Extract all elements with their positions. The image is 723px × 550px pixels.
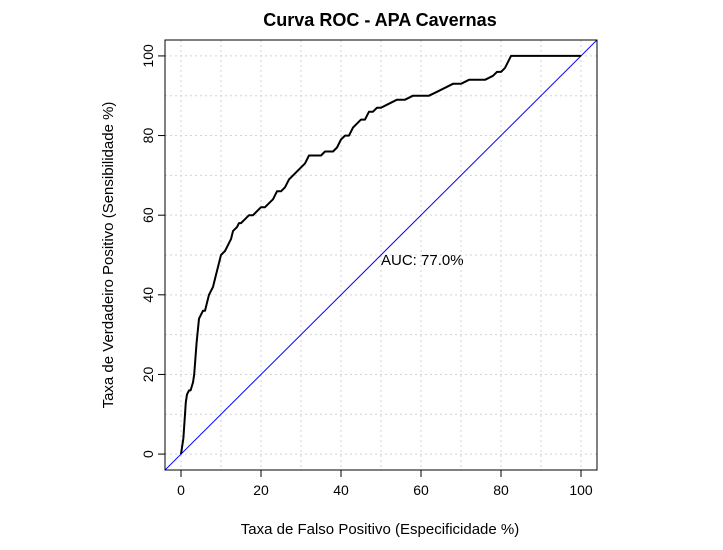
grid-lines [165, 40, 597, 470]
roc-curve-layer [180, 54, 581, 455]
y-tick-label: 0 [140, 450, 156, 458]
y-tick-label: 40 [140, 287, 156, 303]
x-tick-label: 20 [253, 482, 269, 498]
x-tick-label: 100 [569, 482, 593, 498]
x-tick-label: 40 [333, 482, 349, 498]
reference-line-layer [165, 40, 597, 470]
x-tick-label: 80 [493, 482, 509, 498]
y-tick-label: 60 [140, 207, 156, 223]
y-tick-label: 100 [140, 44, 156, 68]
auc-annotation: AUC: 77.0% [381, 252, 464, 269]
roc-curve-line [180, 54, 581, 455]
x-tick-label: 0 [177, 482, 185, 498]
chart-title: Curva ROC - APA Cavernas [263, 10, 496, 30]
y-axis-label: Taxa de Verdadeiro Positivo (Sensibilida… [100, 102, 117, 409]
y-tick-label: 80 [140, 128, 156, 144]
plot-frame [164, 39, 598, 471]
y-axis-ticks: 0 20 40 60 80 100 [140, 44, 165, 458]
x-axis-label: Taxa de Falso Positivo (Especificidade %… [241, 521, 519, 538]
x-tick-label: 60 [413, 482, 429, 498]
y-tick-label: 20 [140, 366, 156, 382]
x-axis-ticks: 0 20 40 60 80 100 [177, 470, 593, 498]
reference-diagonal-line [165, 40, 597, 470]
